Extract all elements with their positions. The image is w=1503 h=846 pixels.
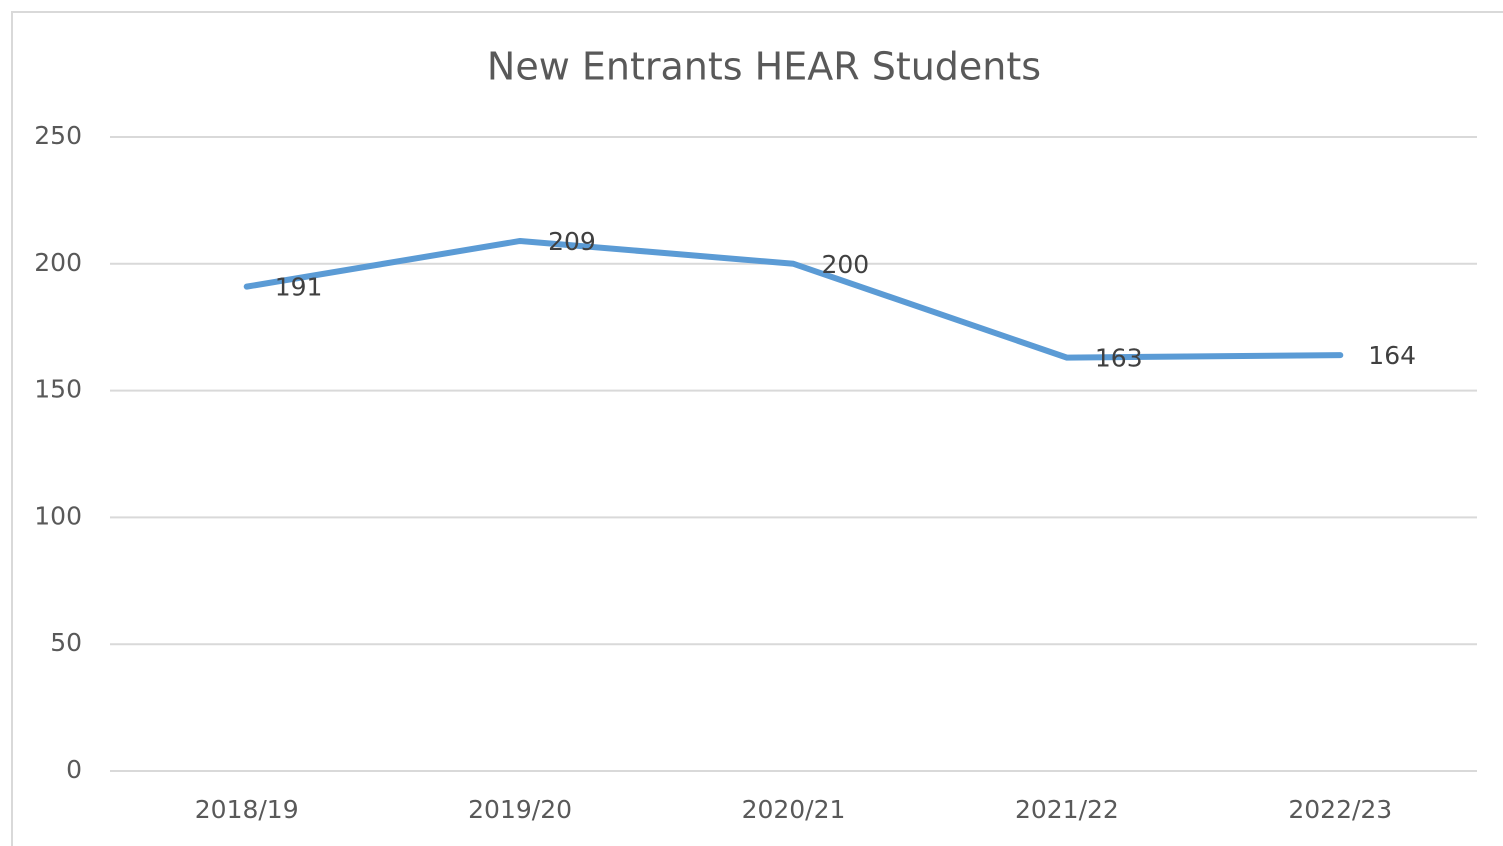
x-tick-label: 2022/23	[1288, 795, 1392, 824]
y-tick-label: 250	[34, 121, 82, 150]
data-line	[243, 237, 1344, 361]
chart-border	[11, 11, 1503, 846]
x-tick-label: 2020/21	[742, 795, 846, 824]
y-tick-label: 150	[34, 375, 82, 404]
chart-title: New Entrants HEAR Students	[487, 45, 1041, 89]
x-tick-label: 2019/20	[468, 795, 572, 824]
data-label: 209	[548, 227, 596, 256]
y-tick-label: 0	[66, 755, 82, 784]
data-label: 191	[275, 273, 323, 302]
x-tick-label: 2021/22	[1015, 795, 1119, 824]
data-label: 163	[1095, 344, 1143, 373]
data-label: 164	[1368, 341, 1416, 370]
x-tick-label: 2018/19	[195, 795, 299, 824]
data-label: 200	[822, 250, 870, 279]
y-tick-label: 50	[50, 628, 82, 657]
y-tick-label: 200	[34, 248, 82, 277]
y-tick-label: 100	[34, 501, 82, 530]
